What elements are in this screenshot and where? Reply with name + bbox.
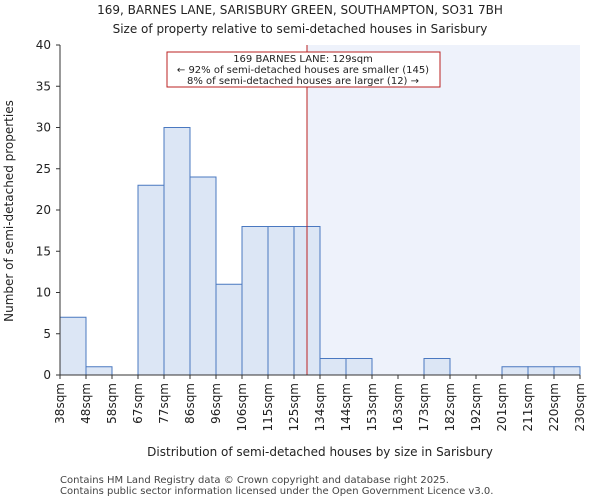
x-tick-label: 77sqm: [157, 383, 171, 424]
larger-region-highlight: [307, 45, 580, 375]
histogram-bar: [553, 366, 581, 376]
chart-subtitle: Size of property relative to semi-detach…: [113, 22, 488, 36]
histogram-bar: [215, 283, 243, 376]
x-tick-label: 230sqm: [573, 383, 587, 431]
y-tick-label: 20: [36, 203, 51, 217]
x-tick-label: 153sqm: [365, 383, 379, 431]
histogram-bar: [501, 366, 529, 376]
x-tick-label: 201sqm: [495, 383, 509, 431]
histogram-bar: [527, 366, 555, 376]
histogram-bar: [345, 358, 373, 376]
histogram-bar: [163, 127, 191, 376]
y-tick-label: 15: [36, 244, 51, 258]
footer-line-1: Contains HM Land Registry data © Crown c…: [60, 475, 449, 486]
annotation-box-frame: [166, 51, 441, 88]
x-tick-label: 58sqm: [105, 383, 119, 424]
x-tick-label: 134sqm: [313, 383, 327, 431]
x-tick-label: 86sqm: [183, 383, 197, 424]
x-tick-label: 38sqm: [53, 383, 67, 424]
x-tick-label: 48sqm: [79, 383, 93, 424]
y-axis-label: Number of semi-detached properties: [2, 100, 16, 322]
y-tick-label: 30: [36, 121, 51, 135]
chart-title: 169, BARNES LANE, SARISBURY GREEN, SOUTH…: [97, 3, 503, 17]
annotation-line-3: 8% of semi-detached houses are larger (1…: [187, 76, 419, 87]
histogram-bar: [267, 226, 295, 376]
histogram-bar: [189, 176, 217, 376]
annotation-box: 169 BARNES LANE: 129sqm ← 92% of semi-de…: [166, 51, 441, 88]
x-tick-label: 96sqm: [209, 383, 223, 424]
histogram-bar: [241, 226, 269, 376]
y-tick-label: 25: [36, 162, 51, 176]
y-tick-label: 0: [43, 368, 51, 382]
histogram-bar: [137, 184, 165, 376]
annotation-line-1: 169 BARNES LANE: 129sqm: [233, 54, 373, 65]
y-tick-label: 35: [36, 79, 51, 93]
x-tick-label: 211sqm: [521, 383, 535, 431]
histogram-bar: [59, 316, 87, 376]
x-axis-label: Distribution of semi-detached houses by …: [147, 445, 493, 459]
x-tick-label: 192sqm: [469, 383, 483, 431]
histogram-bar: [85, 366, 113, 376]
x-tick-label: 144sqm: [339, 383, 353, 431]
y-tick-label: 10: [36, 286, 51, 300]
annotation-line-2: ← 92% of semi-detached houses are smalle…: [177, 65, 429, 76]
x-tick-label: 220sqm: [547, 383, 561, 431]
x-tick-label: 173sqm: [417, 383, 431, 431]
x-tick-label: 67sqm: [131, 383, 145, 424]
histogram-bar: [423, 358, 451, 376]
footer-line-2: Contains public sector information licen…: [60, 486, 493, 497]
x-tick-label: 125sqm: [287, 383, 301, 431]
x-tick-label: 182sqm: [443, 383, 457, 431]
x-tick-label: 106sqm: [235, 383, 249, 431]
y-tick-label: 40: [36, 38, 51, 52]
x-tick-label: 163sqm: [391, 383, 405, 431]
x-tick-label: 115sqm: [261, 383, 275, 431]
y-tick-label: 5: [43, 327, 51, 341]
histogram-bar: [319, 358, 347, 376]
